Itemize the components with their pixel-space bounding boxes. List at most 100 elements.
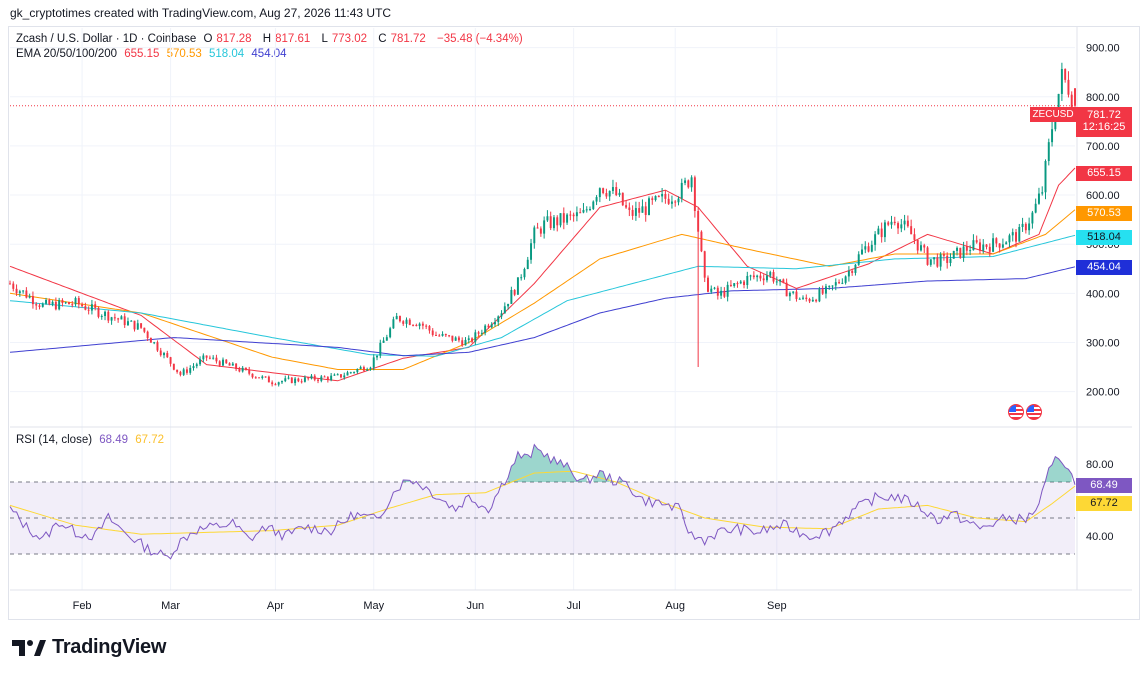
candle-body bbox=[978, 242, 981, 251]
candle-body bbox=[1034, 203, 1037, 213]
candle-body bbox=[195, 364, 198, 367]
candle-body bbox=[222, 359, 224, 366]
candle-body bbox=[959, 247, 962, 258]
candle-body bbox=[641, 206, 644, 213]
candle-body bbox=[389, 328, 392, 338]
candle-body bbox=[733, 283, 736, 287]
rsi-ma-line bbox=[9, 470, 1076, 535]
candle-body bbox=[1011, 232, 1014, 236]
ema-legend: EMA 20/50/100/200 655.15 570.53 518.04 4… bbox=[16, 48, 291, 60]
candle-body bbox=[824, 286, 827, 294]
candle-body bbox=[228, 363, 231, 366]
candle-body bbox=[9, 283, 11, 285]
candle-body bbox=[28, 296, 31, 298]
event-markers[interactable] bbox=[1008, 404, 1042, 420]
candle-body bbox=[611, 187, 614, 191]
candle-body bbox=[634, 208, 637, 216]
symbol-label[interactable]: Zcash / U.S. Dollar · 1D · Coinbase bbox=[16, 33, 197, 45]
candle-body bbox=[64, 302, 67, 304]
candle-body bbox=[1028, 223, 1031, 231]
candle-body bbox=[12, 283, 15, 289]
candle-body bbox=[382, 340, 385, 343]
candle-body bbox=[405, 319, 408, 324]
candle-body bbox=[258, 377, 261, 379]
candle-body bbox=[130, 320, 133, 322]
price-axis-label: 300.00 bbox=[1086, 337, 1120, 349]
candle-body bbox=[484, 325, 487, 333]
candle-body bbox=[808, 298, 811, 302]
candle-body bbox=[1051, 129, 1054, 143]
candle-body bbox=[244, 367, 247, 370]
candle-body bbox=[339, 374, 342, 378]
candle-body bbox=[281, 381, 283, 383]
candle-body bbox=[1074, 88, 1076, 106]
candle-body bbox=[861, 249, 863, 255]
candle-body bbox=[90, 304, 93, 311]
candle-body bbox=[107, 311, 110, 321]
candle-body bbox=[572, 214, 575, 217]
candle-body bbox=[661, 193, 664, 197]
ema-label[interactable]: EMA 20/50/100/200 bbox=[16, 48, 118, 60]
candle-body bbox=[952, 250, 955, 259]
candle-body bbox=[77, 298, 80, 305]
candle-body bbox=[900, 224, 903, 229]
candle-body bbox=[176, 369, 179, 372]
candle-body bbox=[372, 357, 375, 368]
rsi-label[interactable]: RSI (14, close) bbox=[16, 434, 93, 446]
candle-body bbox=[893, 221, 896, 224]
us-flag-icon[interactable] bbox=[1026, 404, 1042, 420]
candle-body bbox=[1031, 212, 1034, 224]
candle-body bbox=[720, 290, 723, 296]
candle-body bbox=[746, 275, 749, 286]
candle-body bbox=[441, 333, 444, 336]
candle-body bbox=[1018, 226, 1021, 242]
candle-body bbox=[251, 373, 254, 378]
candle-body bbox=[906, 220, 909, 227]
candle-body bbox=[402, 321, 405, 324]
candle-body bbox=[15, 288, 18, 294]
candle-body bbox=[238, 369, 241, 372]
candle-body bbox=[818, 289, 821, 302]
ema50-line bbox=[9, 209, 1076, 370]
tradingview-logo-text: TradingView bbox=[52, 636, 167, 658]
candle-body bbox=[765, 275, 768, 281]
candle-body bbox=[916, 239, 919, 251]
candle-body bbox=[831, 285, 834, 287]
candle-body bbox=[972, 240, 975, 251]
candle-body bbox=[815, 299, 818, 302]
candle-body bbox=[667, 198, 670, 204]
rsi-overbought-fill bbox=[1045, 456, 1072, 482]
candle-body bbox=[552, 217, 555, 229]
candle-body bbox=[474, 332, 477, 342]
candle-body bbox=[828, 285, 831, 287]
candle-body bbox=[1067, 79, 1070, 95]
candle-body bbox=[412, 324, 415, 326]
us-flag-icon[interactable] bbox=[1008, 404, 1024, 420]
candle-body bbox=[166, 353, 169, 358]
price-axis-label: 800.00 bbox=[1086, 92, 1120, 104]
candle-body bbox=[480, 332, 483, 334]
candle-body bbox=[264, 376, 267, 378]
candle-body bbox=[225, 359, 228, 364]
candle-body bbox=[497, 316, 500, 323]
candle-body bbox=[926, 247, 929, 265]
candle-body bbox=[61, 300, 64, 303]
candle-body bbox=[618, 192, 621, 196]
price-axis-label: 400.00 bbox=[1086, 288, 1120, 300]
candle-body bbox=[998, 243, 1001, 248]
candle-body bbox=[562, 213, 565, 223]
candle-body bbox=[716, 287, 719, 296]
candle-body bbox=[503, 306, 506, 314]
candle-body bbox=[438, 335, 441, 337]
candle-body bbox=[785, 282, 788, 297]
candle-body bbox=[844, 276, 847, 283]
rsi-value: 68.49 bbox=[99, 434, 129, 446]
candle-body bbox=[615, 187, 618, 196]
candle-body bbox=[218, 361, 221, 366]
candle-body bbox=[1037, 193, 1040, 204]
tradingview-logo[interactable]: TradingView bbox=[12, 636, 166, 659]
candle-body bbox=[798, 298, 801, 300]
candle-body bbox=[589, 208, 591, 210]
candle-body bbox=[628, 207, 631, 210]
